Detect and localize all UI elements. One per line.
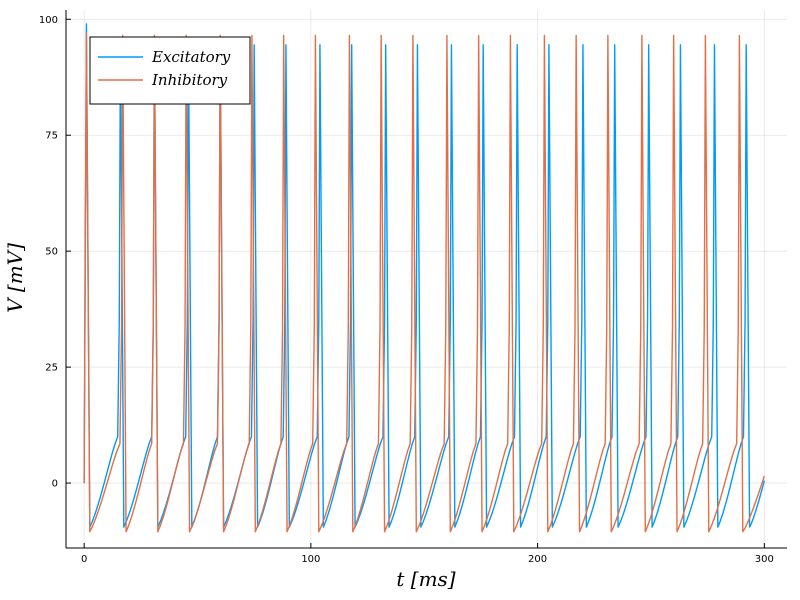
series-line-inhibitory — [83, 32, 765, 533]
x-axis-title: t [ms] — [396, 567, 455, 591]
x-tick-label: 0 — [81, 554, 87, 565]
axes-frame — [65, 10, 787, 549]
legend: Excitatory Inhibitory — [89, 36, 251, 105]
series-lines — [83, 23, 766, 533]
y-tick-label: 75 — [45, 131, 58, 142]
y-tick-label: 25 — [45, 363, 58, 374]
legend-label-excitatory: Excitatory — [151, 48, 231, 66]
x-tick-label: 100 — [301, 554, 320, 565]
y-tick-label: 0 — [52, 479, 58, 490]
y-tick-label: 100 — [39, 15, 58, 26]
x-tick-label: 300 — [755, 554, 774, 565]
legend-label-inhibitory: Inhibitory — [151, 71, 228, 89]
y-tick-label: 50 — [45, 247, 58, 258]
y-axis-title: V [mV] — [3, 243, 27, 313]
legend-box — [89, 36, 251, 105]
x-tick-label: 200 — [528, 554, 547, 565]
tick-marks: 0 100 200 300 0 25 50 75 100 — [39, 15, 774, 565]
